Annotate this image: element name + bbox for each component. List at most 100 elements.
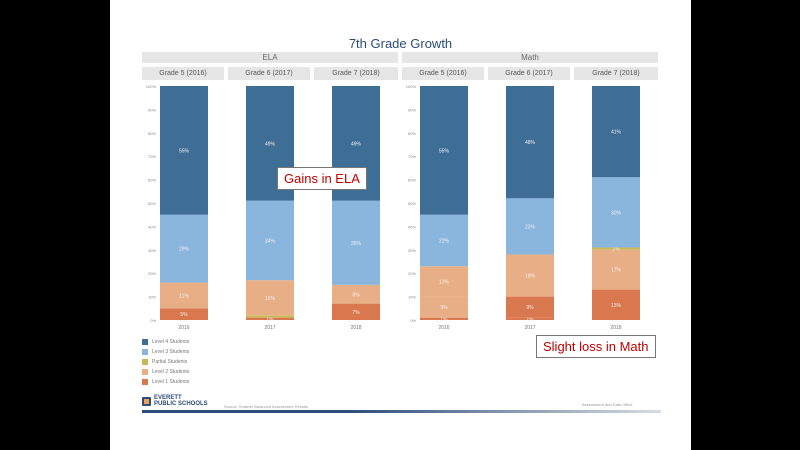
legend-item: Partial Students xyxy=(142,357,189,366)
data-label: 11% xyxy=(179,293,189,299)
bar-segment xyxy=(160,86,208,215)
y-tick-label: 100% xyxy=(406,84,417,89)
y-tick-label: 10% xyxy=(148,295,156,300)
x-tick-label: 2017 xyxy=(524,325,535,331)
bar-segment xyxy=(592,289,640,320)
bar-segment xyxy=(592,86,640,178)
legend-item: Level 3 Students xyxy=(142,347,189,356)
legend-label: Partial Students xyxy=(152,358,188,365)
logo-mark-icon xyxy=(142,396,151,406)
y-tick-label: 50% xyxy=(148,201,156,206)
y-tick-label: 90% xyxy=(408,107,416,112)
footer-office-note: Assessment and Data Office xyxy=(582,402,633,407)
data-label: 23% xyxy=(525,224,536,230)
callout-math-loss: Slight loss in Math xyxy=(536,335,656,358)
legend-item: Level 2 Students xyxy=(142,367,189,376)
bar-segment xyxy=(420,296,468,318)
y-tick-label: 10% xyxy=(408,295,416,300)
x-tick-label: 2018 xyxy=(350,325,361,331)
data-label: 41% xyxy=(611,130,622,136)
bar-segment xyxy=(592,177,640,248)
legend-label: Level 2 Students xyxy=(152,368,190,375)
data-label: 8% xyxy=(352,292,360,298)
y-tick-label: 40% xyxy=(408,224,416,229)
bar-segment xyxy=(420,214,468,267)
data-label: 17% xyxy=(611,268,622,274)
y-tick-label: 30% xyxy=(148,248,156,253)
data-label: 13% xyxy=(439,279,450,285)
data-label: 1% xyxy=(440,317,448,323)
grade-header: Grade 5 (2016) xyxy=(142,67,224,80)
y-tick-label: 40% xyxy=(148,224,156,229)
bar-segment xyxy=(506,317,554,320)
bar-segment xyxy=(592,249,640,290)
bar-segment xyxy=(332,200,380,285)
data-label: 22% xyxy=(439,238,450,244)
y-tick-label: 0% xyxy=(410,318,416,323)
y-tick-label: 100% xyxy=(146,84,157,89)
y-tick-label: 80% xyxy=(408,131,416,136)
y-tick-label: 20% xyxy=(148,271,156,276)
bar-segment xyxy=(160,308,208,320)
data-label: 9% xyxy=(526,305,534,311)
bar-segment xyxy=(246,280,294,316)
grade-header: Grade 7 (2018) xyxy=(574,67,658,80)
bar-segment xyxy=(506,254,554,297)
data-label: 15% xyxy=(265,296,276,302)
chart-title: 7th Grade Growth xyxy=(348,36,453,51)
bar-segment xyxy=(420,86,468,215)
data-label: 55% xyxy=(179,148,190,154)
district-logo: EVERETT PUBLIC SCHOOLS xyxy=(142,395,208,407)
chart-legend: Level 4 Students Level 3 Students Partia… xyxy=(142,337,189,387)
y-tick-label: 0% xyxy=(150,318,156,323)
y-tick-label: 30% xyxy=(408,248,416,253)
grade-header: Grade 5 (2016) xyxy=(402,67,484,80)
y-tick-label: 70% xyxy=(408,154,416,159)
x-tick-label: 2016 xyxy=(178,325,189,331)
legend-swatch xyxy=(142,338,148,345)
legend-swatch xyxy=(142,348,148,355)
grade-header: Grade 7 (2018) xyxy=(314,67,398,80)
footer-rule xyxy=(142,410,661,413)
data-label: 48% xyxy=(525,140,536,146)
legend-item: Level 4 Students xyxy=(142,337,189,346)
x-tick-label: 2016 xyxy=(438,325,449,331)
data-label: 9% xyxy=(440,305,448,311)
data-label: 7% xyxy=(352,310,360,316)
y-tick-label: 50% xyxy=(408,201,416,206)
data-label: 36% xyxy=(351,241,362,247)
y-tick-label: 60% xyxy=(408,178,416,183)
y-tick-label: 60% xyxy=(148,178,156,183)
data-label: 1% xyxy=(266,317,274,323)
subject-header-math: Math xyxy=(402,52,658,63)
y-tick-label: 90% xyxy=(148,107,156,112)
data-label: 55% xyxy=(439,148,450,154)
y-tick-label: 70% xyxy=(148,154,156,159)
legend-item: Level 1 Students xyxy=(142,377,189,386)
bar-segment xyxy=(420,317,468,320)
logo-line1: EVERETT xyxy=(154,395,182,401)
y-tick-label: 20% xyxy=(408,271,416,276)
legend-swatch xyxy=(142,378,148,385)
legend-label: Level 3 Students xyxy=(152,348,190,355)
footer-source-note: Source: Smarter Balanced Assessment Resu… xyxy=(224,404,309,409)
legend-swatch xyxy=(142,368,148,375)
bar-segment xyxy=(160,282,208,309)
grade-header: Grade 6 (2017) xyxy=(228,67,310,80)
data-label: 13% xyxy=(611,303,622,309)
legend-swatch xyxy=(142,358,148,365)
bar-segment xyxy=(246,200,294,281)
bar-segment xyxy=(506,198,554,255)
chart-plot-area: 0% 10% 20% 30% 40% 50% 60% 70% 80% 90% 100% 5% 11% 29… xyxy=(146,84,640,331)
data-label: 49% xyxy=(265,141,276,147)
x-tick-label: 2017 xyxy=(264,325,275,331)
data-label: 30% xyxy=(611,210,622,216)
bar-segment xyxy=(420,266,468,297)
slide: 7th Grade Growth ELA Math Grade 5 (2016)… xyxy=(110,0,691,450)
data-label: 1% xyxy=(612,247,620,253)
x-tick-label: 2018 xyxy=(610,325,621,331)
bar-segment xyxy=(506,296,554,318)
legend-label: Level 1 Students xyxy=(152,378,190,385)
legend-label: Level 4 Students xyxy=(152,338,190,345)
bar-segment xyxy=(506,86,554,199)
